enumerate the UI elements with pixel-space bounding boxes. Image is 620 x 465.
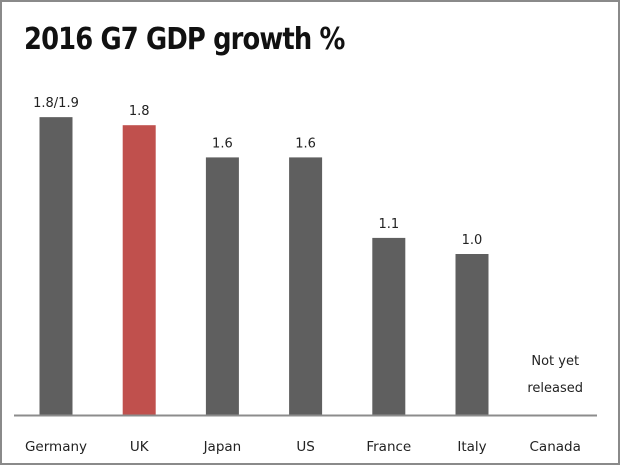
x-tick-label: UK (130, 439, 150, 455)
bar-us (289, 157, 323, 415)
x-tick-label: Italy (457, 439, 486, 455)
bar-japan (205, 157, 239, 415)
x-tick-label: Japan (203, 439, 242, 455)
x-tick-label: Germany (25, 439, 87, 455)
data-label: 1.6 (295, 136, 316, 151)
data-label: 1.0 (462, 233, 483, 248)
bar-italy (455, 254, 489, 415)
x-tick-label: US (296, 439, 314, 455)
bar-germany (39, 117, 73, 416)
data-label: 1.8/1.9 (33, 96, 79, 111)
x-tick-label: Canada (530, 439, 581, 455)
bar-uk (122, 125, 156, 415)
data-label: 1.8 (129, 104, 150, 119)
data-label: 1.1 (378, 217, 399, 232)
data-label: released (527, 381, 583, 396)
x-tick-label: France (366, 439, 411, 455)
data-label: Not yet (531, 354, 579, 369)
bar-france (372, 237, 406, 415)
data-label: 1.6 (212, 136, 233, 151)
chart-title: 2016 G7 GDP growth % (24, 22, 345, 57)
